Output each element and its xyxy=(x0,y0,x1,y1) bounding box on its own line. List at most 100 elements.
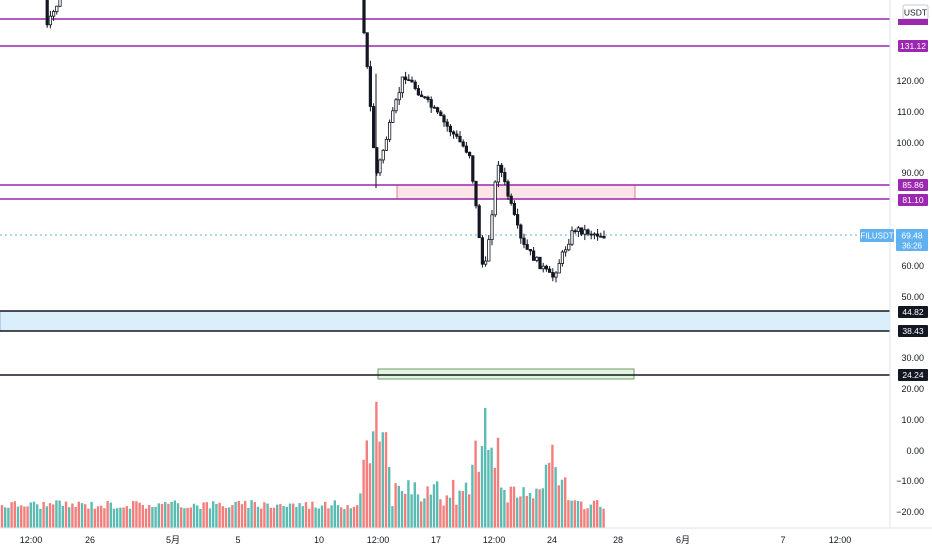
volume-bar[interactable] xyxy=(404,493,407,528)
candle-body[interactable] xyxy=(538,256,542,270)
volume-bar[interactable] xyxy=(109,502,112,528)
volume-bar[interactable] xyxy=(378,441,381,528)
volume-bar[interactable] xyxy=(218,502,221,528)
volume-bar[interactable] xyxy=(58,500,61,528)
price-axis[interactable]: 120.00 110.00 100.00 90.00 60.00 50.00 3… xyxy=(896,76,924,517)
candle-body[interactable] xyxy=(55,5,59,12)
volume-bar[interactable] xyxy=(183,508,186,528)
candle-body[interactable] xyxy=(368,66,373,107)
volume-bar[interactable] xyxy=(244,500,247,528)
candle-body[interactable] xyxy=(564,249,568,253)
volume-bar[interactable] xyxy=(285,506,288,528)
volume-bar[interactable] xyxy=(452,479,455,528)
candle-body[interactable] xyxy=(413,81,417,89)
candle-body[interactable] xyxy=(458,135,462,143)
volume-bar[interactable] xyxy=(516,497,519,528)
candle-body[interactable] xyxy=(45,0,49,26)
candle-body[interactable] xyxy=(516,214,520,226)
volume-bar[interactable] xyxy=(410,494,413,528)
volume-bar[interactable] xyxy=(346,505,349,528)
volume-bar[interactable] xyxy=(317,508,320,528)
candle-body[interactable] xyxy=(576,227,581,232)
volume-bar[interactable] xyxy=(0,505,4,528)
volume-bar[interactable] xyxy=(141,505,144,528)
volume-bar[interactable] xyxy=(503,489,506,528)
volume-bar[interactable] xyxy=(327,508,330,528)
volume-bar[interactable] xyxy=(500,487,503,528)
volume-bar[interactable] xyxy=(100,505,103,528)
volume-bar[interactable] xyxy=(4,507,7,528)
volume-bar[interactable] xyxy=(314,507,317,528)
candle-body[interactable] xyxy=(592,233,597,236)
volume-bar[interactable] xyxy=(269,507,272,528)
volume-bar[interactable] xyxy=(320,505,324,528)
candle-body[interactable] xyxy=(464,145,469,153)
level-tag-85[interactable] xyxy=(898,179,928,191)
candle-body[interactable] xyxy=(602,236,606,239)
volume-bar[interactable] xyxy=(106,501,109,528)
volume-bar[interactable] xyxy=(512,486,516,528)
last-price-tag[interactable] xyxy=(896,229,928,251)
volume-bar[interactable] xyxy=(340,507,343,528)
volume-bar[interactable] xyxy=(384,432,388,528)
volume-bar[interactable] xyxy=(205,502,208,528)
volume-bar[interactable] xyxy=(592,500,596,528)
candle-body[interactable] xyxy=(394,99,398,112)
candle-body[interactable] xyxy=(381,149,385,161)
volume-bar[interactable] xyxy=(61,505,64,528)
volume-bar[interactable] xyxy=(23,506,26,528)
volume-bar[interactable] xyxy=(36,504,39,528)
candle-body[interactable] xyxy=(52,11,56,17)
volume-bar[interactable] xyxy=(308,508,311,528)
candle-body[interactable] xyxy=(58,0,62,7)
volume-bar[interactable] xyxy=(167,503,170,528)
volume-bar[interactable] xyxy=(7,507,10,528)
candle-body[interactable] xyxy=(451,131,456,135)
candle-body[interactable] xyxy=(528,248,533,252)
volume-bar[interactable] xyxy=(247,507,250,528)
volume-bar[interactable] xyxy=(132,501,135,528)
volume-bar[interactable] xyxy=(29,502,32,528)
volume-bar[interactable] xyxy=(199,508,202,528)
volume-bar[interactable] xyxy=(538,489,541,528)
volume-bar[interactable] xyxy=(557,485,560,528)
volume-bar[interactable] xyxy=(525,495,528,528)
volume-bar[interactable] xyxy=(461,491,464,528)
volume-bar[interactable] xyxy=(400,491,404,528)
volume-bar[interactable] xyxy=(436,481,439,528)
volume-layer[interactable] xyxy=(0,401,605,528)
candle-body[interactable] xyxy=(487,239,491,262)
demand-zone[interactable] xyxy=(0,310,891,332)
time-axis[interactable]: 12:00 26 5月 5 10 12:00 17 12:00 24 28 6月… xyxy=(20,535,852,545)
volume-bar[interactable] xyxy=(215,504,218,528)
volume-bar[interactable] xyxy=(394,483,397,528)
candle-body[interactable] xyxy=(471,155,475,182)
volume-bar[interactable] xyxy=(583,509,586,528)
volume-bar[interactable] xyxy=(279,504,282,528)
volume-bar[interactable] xyxy=(96,506,100,528)
candle-body[interactable] xyxy=(557,263,561,274)
volume-bar[interactable] xyxy=(77,501,80,528)
volume-bar[interactable] xyxy=(519,496,522,528)
candle-body[interactable] xyxy=(474,180,478,207)
volume-bar[interactable] xyxy=(564,477,567,528)
volume-bar[interactable] xyxy=(180,507,183,528)
volume-bar[interactable] xyxy=(208,508,212,528)
volume-bar[interactable] xyxy=(349,508,352,528)
volume-bar[interactable] xyxy=(266,503,269,528)
candle-body[interactable] xyxy=(448,125,453,133)
candle-body[interactable] xyxy=(410,79,414,83)
candle-body[interactable] xyxy=(499,164,504,173)
volume-bar[interactable] xyxy=(426,486,429,528)
candle-body[interactable] xyxy=(551,272,555,278)
lower-zone[interactable] xyxy=(377,368,635,380)
volume-bar[interactable] xyxy=(429,494,432,528)
volume-bar[interactable] xyxy=(602,508,605,528)
candle-body[interactable] xyxy=(387,122,392,140)
volume-bar[interactable] xyxy=(560,479,564,528)
level-tag-81[interactable] xyxy=(898,194,928,206)
candle-body[interactable] xyxy=(544,265,549,270)
candle-body[interactable] xyxy=(48,15,53,26)
